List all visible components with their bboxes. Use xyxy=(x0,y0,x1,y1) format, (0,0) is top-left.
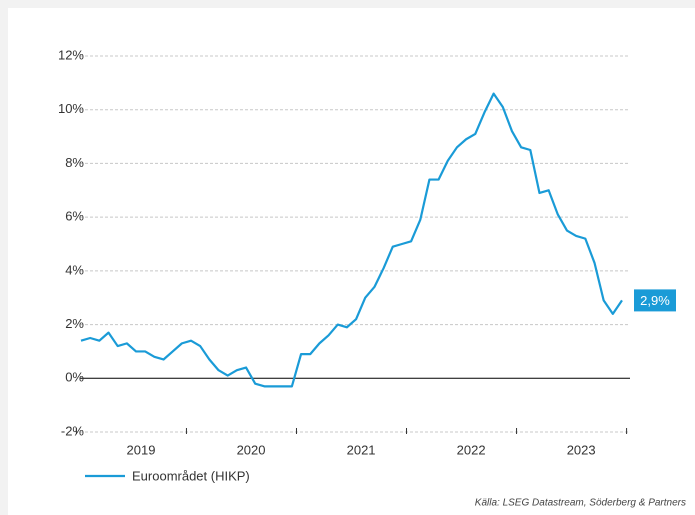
y-tick-label: 2% xyxy=(65,316,84,331)
y-tick-label: 12% xyxy=(58,47,84,62)
x-tick-label: 2023 xyxy=(567,442,596,457)
value-label-box xyxy=(634,289,676,312)
panel xyxy=(8,8,695,515)
x-tick-label: 2021 xyxy=(347,442,376,457)
x-tick-label: 2020 xyxy=(237,442,266,457)
y-tick-label: 4% xyxy=(65,262,84,277)
x-tick-label: 2022 xyxy=(457,442,486,457)
y-tick-label: -2% xyxy=(61,423,85,438)
source: Källa: LSEG Datastream, Söderberg & Part… xyxy=(475,498,686,509)
y-tick-label: 6% xyxy=(65,209,84,224)
legend-label: Euroområdet (HIKP) xyxy=(132,468,250,483)
y-tick-label: 0% xyxy=(65,370,84,385)
value-label: 2,9% xyxy=(640,293,670,308)
y-tick-label: 10% xyxy=(58,101,84,116)
series-line xyxy=(80,92,623,388)
y-tick-label: 8% xyxy=(65,155,84,170)
x-tick-label: 2019 xyxy=(127,442,156,457)
